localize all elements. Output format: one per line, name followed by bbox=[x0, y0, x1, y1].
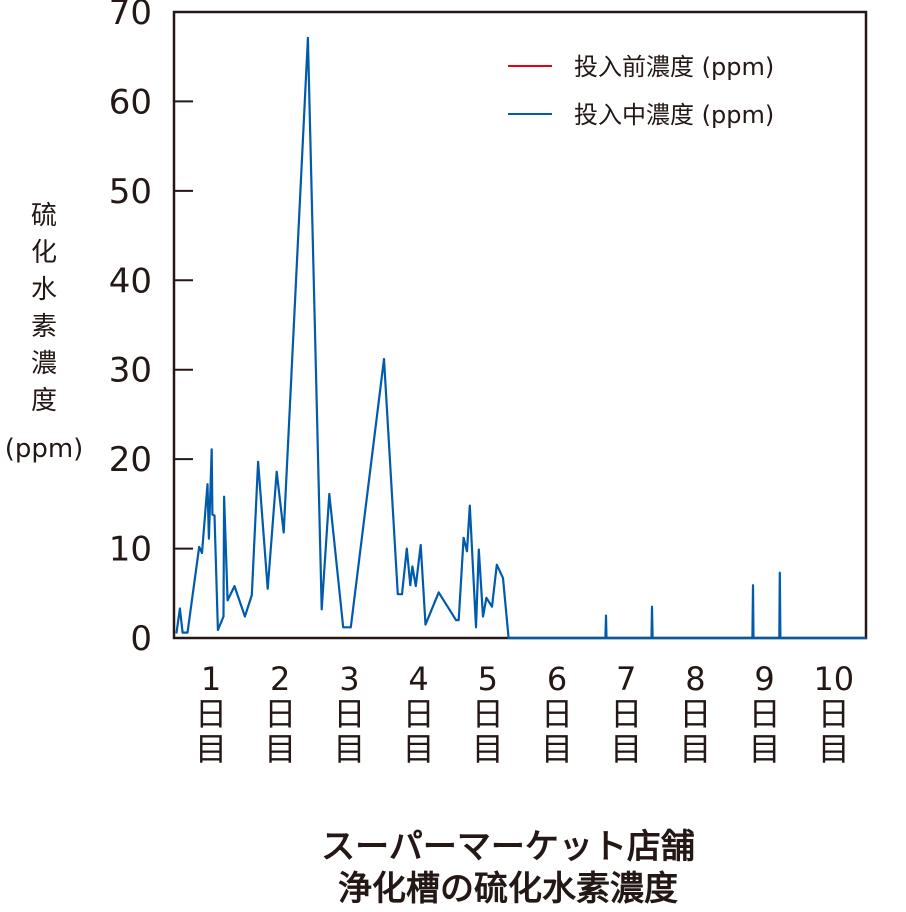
y-axis-label: 化 bbox=[31, 238, 57, 268]
x-tick-label: 目 bbox=[264, 730, 296, 768]
x-tick-label: 日 bbox=[610, 695, 642, 733]
y-axis-label: 水 bbox=[31, 275, 57, 305]
y-tick-label: 10 bbox=[109, 530, 152, 570]
y-axis-label: 度 bbox=[31, 386, 57, 416]
chart-title: スーパーマーケット店舗 bbox=[321, 827, 695, 867]
x-tick-label: 日 bbox=[749, 695, 781, 733]
legend-label-1: 投入前濃度 (ppm) bbox=[574, 53, 774, 81]
x-tick-label: 目 bbox=[610, 730, 642, 768]
chart-title: 浄化槽の硫化水素濃度 bbox=[338, 869, 678, 909]
x-tick-label: 10 bbox=[813, 660, 854, 698]
x-tick-label: 日 bbox=[403, 695, 435, 733]
y-tick-label: 40 bbox=[109, 261, 152, 301]
x-tick-label: 目 bbox=[749, 730, 781, 768]
x-tick-label: 日 bbox=[541, 695, 573, 733]
x-tick-label: 日 bbox=[333, 695, 365, 733]
x-tick-label: 目 bbox=[472, 730, 504, 768]
x-tick-label: 日 bbox=[818, 695, 850, 733]
y-tick-label: 50 bbox=[109, 172, 152, 212]
x-tick-label: 日 bbox=[472, 695, 504, 733]
x-tick-label: 3 bbox=[339, 660, 359, 698]
x-tick-label: 6 bbox=[547, 660, 567, 698]
y-tick-label: 30 bbox=[109, 351, 152, 391]
x-tick-label: 8 bbox=[685, 660, 705, 698]
x-tick-label: 日 bbox=[195, 695, 227, 733]
x-tick-label: 目 bbox=[403, 730, 435, 768]
x-tick-label: 日 bbox=[264, 695, 296, 733]
series-line-2 bbox=[175, 36, 867, 640]
x-tick-label: 目 bbox=[818, 730, 850, 768]
x-tick-label: 目 bbox=[333, 730, 365, 768]
y-axis-label: 素 bbox=[31, 312, 57, 342]
x-tick-label: 4 bbox=[408, 660, 428, 698]
y-axis-label: 硫 bbox=[31, 201, 57, 231]
legend-label-2: 投入中濃度 (ppm) bbox=[574, 101, 774, 129]
x-tick-label: 日 bbox=[679, 695, 711, 733]
x-tick-label: 目 bbox=[679, 730, 711, 768]
x-tick-label: 9 bbox=[754, 660, 774, 698]
x-tick-label: 2 bbox=[270, 660, 290, 698]
x-tick-label: 目 bbox=[195, 730, 227, 768]
x-tick-label: 目 bbox=[541, 730, 573, 768]
y-axis-label: (ppm) bbox=[5, 434, 84, 464]
x-tick-label: 7 bbox=[616, 660, 636, 698]
x-tick-label: 5 bbox=[478, 660, 498, 698]
y-tick-label: 60 bbox=[109, 82, 152, 122]
y-axis-label: 濃 bbox=[31, 349, 57, 379]
y-tick-label: 20 bbox=[109, 440, 152, 480]
x-tick-label: 1 bbox=[201, 660, 221, 698]
y-tick-label: 70 bbox=[109, 0, 152, 33]
y-tick-label: 0 bbox=[130, 619, 152, 659]
